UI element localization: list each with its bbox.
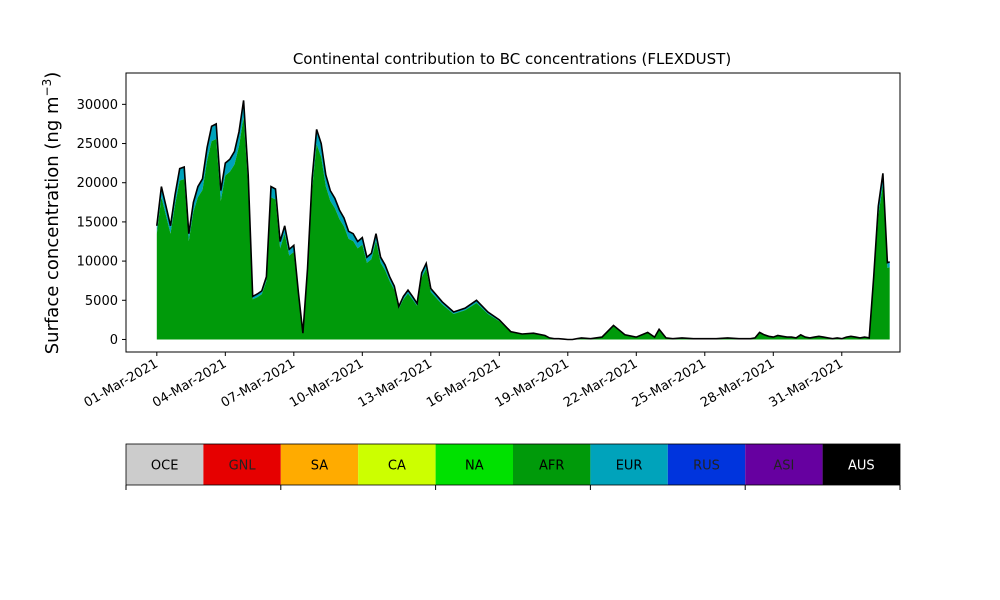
legend-swatch-ca <box>358 444 436 485</box>
x-tick-label-1: 04-Mar-2021 <box>150 356 229 410</box>
legend-swatch-afr <box>513 444 591 485</box>
legend-swatch-sa <box>280 444 359 485</box>
legend-swatch-gnl <box>203 444 281 485</box>
legend-label-sa: SA <box>311 459 328 474</box>
y-tick-label-1: 5000 <box>85 294 118 309</box>
x-tick-label-7: 22-Mar-2021 <box>561 356 640 410</box>
y-tick-label-0: 0 <box>110 333 118 348</box>
y-axis-label-close: ) <box>42 72 63 79</box>
y-axis-label: Surface concentration (ng m−3) <box>40 72 63 355</box>
x-tick-label-0: 01-Mar-2021 <box>82 356 161 410</box>
legend-swatch-oce <box>126 444 204 485</box>
legend-swatch-eur <box>590 444 668 485</box>
legend-label-rus: RUS <box>693 459 720 474</box>
x-tick-label-9: 28-Mar-2021 <box>698 356 777 410</box>
legend-label-gnl: GNL <box>229 459 257 474</box>
x-tick-label-4: 13-Mar-2021 <box>356 356 435 410</box>
y-tick-label-3: 15000 <box>77 215 118 230</box>
legend-swatch-aus <box>822 444 900 485</box>
legend-swatch-asi <box>745 444 823 485</box>
total-concentration-line <box>156 100 890 341</box>
y-tick-label-6: 30000 <box>77 98 118 113</box>
legend-label-aus: AUS <box>848 459 875 474</box>
series-area-afr <box>156 117 890 340</box>
legend-label-afr: AFR <box>539 459 564 474</box>
x-tick-label-8: 25-Mar-2021 <box>630 356 709 410</box>
y-axis-label-main: Surface concentration (ng m <box>42 96 63 354</box>
x-tick-label-2: 07-Mar-2021 <box>219 356 298 410</box>
x-tick-label-5: 16-Mar-2021 <box>424 356 503 410</box>
x-tick-label-3: 10-Mar-2021 <box>287 356 366 410</box>
legend-frame <box>125 443 901 486</box>
y-axis-label-superscript: −3 <box>40 79 54 97</box>
y-tick-label-5: 25000 <box>77 137 118 152</box>
legend-label-ca: CA <box>388 459 406 474</box>
plot-area <box>156 100 890 341</box>
x-tick-label-6: 19-Mar-2021 <box>493 356 572 410</box>
x-tick-label-10: 31-Mar-2021 <box>767 356 846 410</box>
legend-label-oce: OCE <box>151 459 179 474</box>
legend-label-eur: EUR <box>616 459 643 474</box>
y-tick-label-4: 20000 <box>77 176 118 191</box>
chart-title: Continental contribution to BC concentra… <box>293 50 731 68</box>
legend-label-asi: ASI <box>773 459 794 474</box>
plot-frame <box>125 72 901 353</box>
legend-label-na: NA <box>465 459 484 474</box>
region-legend-colorbar: OCE GNL SA CA NA AFR EUR RUS ASI AUS <box>125 443 901 490</box>
legend-swatch-na <box>435 444 513 485</box>
y-tick-label-2: 10000 <box>77 255 118 270</box>
legend-swatch-rus <box>667 444 746 485</box>
